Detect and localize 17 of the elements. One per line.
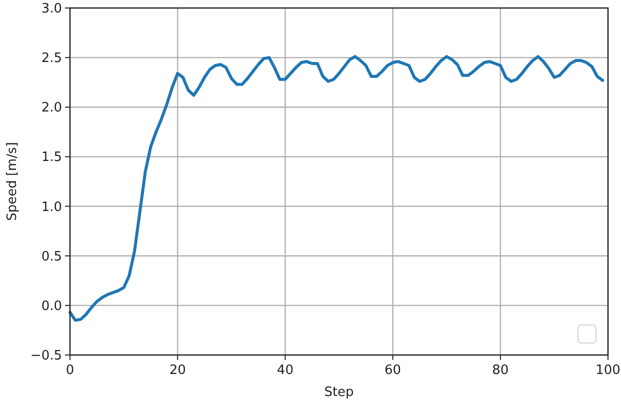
x-tick-label: 80 [492, 363, 509, 378]
x-tick-label: 60 [384, 363, 402, 378]
y-tick-label: 0.0 [41, 298, 62, 314]
y-axis-title: Speed [m/s] [5, 142, 20, 221]
x-axis-title: Step [324, 385, 354, 400]
y-tick-label: 2.0 [41, 100, 62, 116]
x-tick-label: 0 [66, 363, 74, 378]
y-tick-label: 3.0 [41, 2, 62, 16]
y-tick-label: 1.0 [41, 200, 62, 215]
y-tick-label: 2.5 [41, 51, 62, 66]
y-tick-label: 1.5 [41, 150, 62, 166]
x-tick-label: 20 [169, 363, 186, 378]
y-tick-label: −0.5 [30, 348, 62, 364]
y-tick-label: 0.5 [41, 249, 62, 264]
x-tick-label: 40 [276, 363, 294, 378]
x-tick-label: 100 [596, 363, 620, 378]
line-series [68, 55, 604, 322]
